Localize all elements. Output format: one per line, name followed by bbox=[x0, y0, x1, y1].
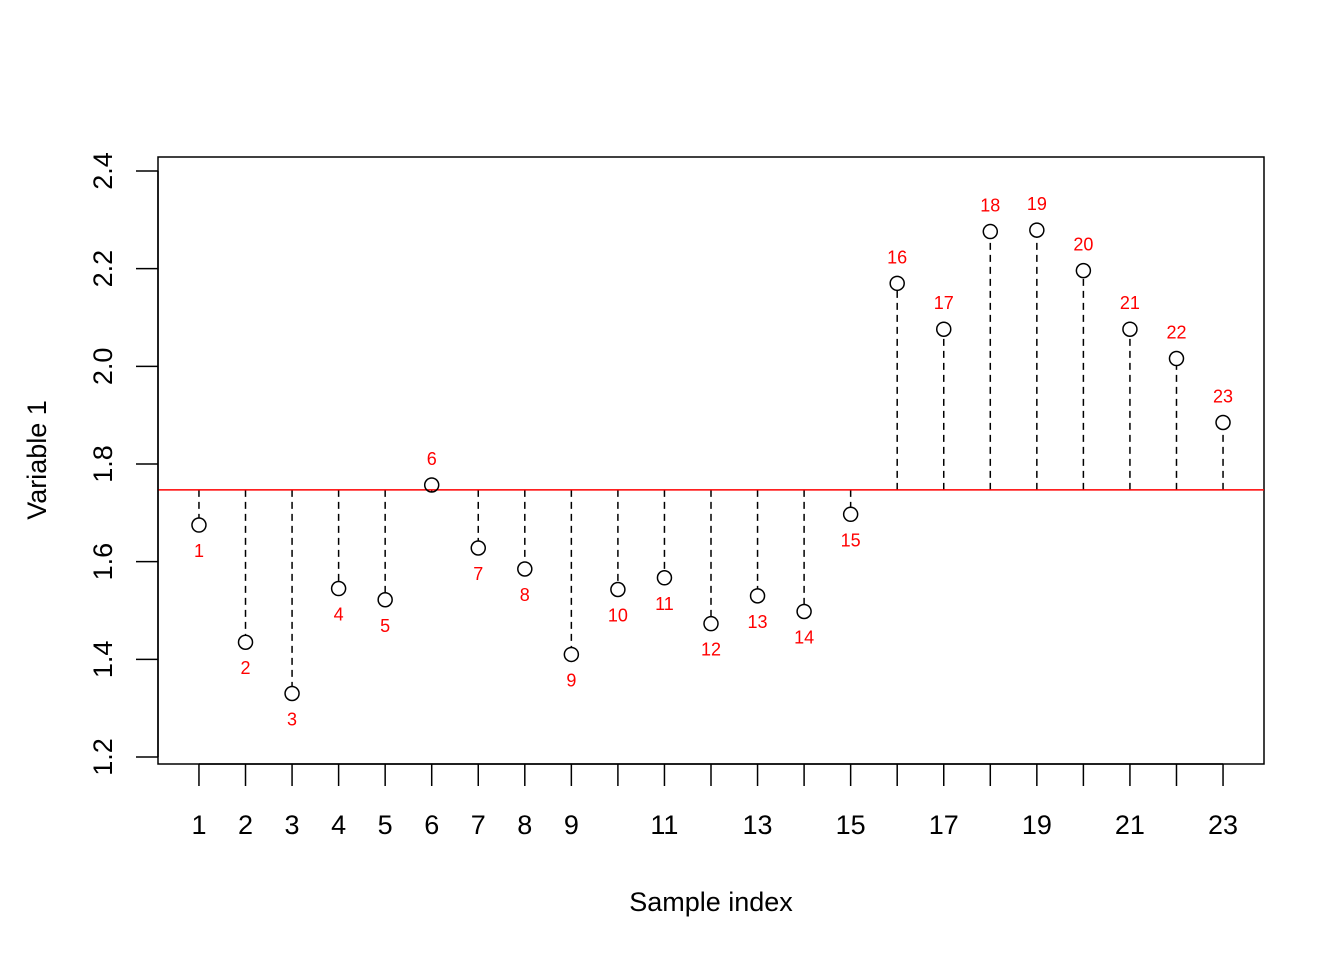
point-label-23: 23 bbox=[1213, 386, 1233, 406]
data-point-22 bbox=[1168, 350, 1185, 367]
data-point-1 bbox=[191, 517, 207, 533]
x-tick-label: 4 bbox=[331, 810, 346, 840]
x-axis-title: Sample index bbox=[629, 887, 793, 917]
data-point-17 bbox=[935, 321, 952, 337]
data-point-5 bbox=[377, 592, 393, 608]
point-label-4: 4 bbox=[334, 605, 344, 625]
data-point-8 bbox=[517, 561, 533, 577]
data-point-9 bbox=[563, 646, 580, 663]
x-tick-label: 21 bbox=[1115, 810, 1145, 840]
point-label-3: 3 bbox=[287, 710, 297, 730]
data-point-13 bbox=[749, 588, 766, 604]
x-tick-label: 8 bbox=[517, 810, 532, 840]
x-tick-label: 9 bbox=[564, 810, 579, 840]
x-tick-label: 17 bbox=[929, 810, 959, 840]
point-label-15: 15 bbox=[841, 530, 861, 550]
data-point-6 bbox=[423, 477, 440, 493]
y-tick-label: 1.2 bbox=[88, 738, 118, 776]
points-group bbox=[191, 222, 1231, 702]
point-label-21: 21 bbox=[1120, 293, 1140, 313]
data-point-11 bbox=[656, 570, 673, 586]
y-axis-title: Variable 1 bbox=[22, 400, 52, 520]
point-label-20: 20 bbox=[1073, 235, 1093, 255]
x-axis: 1 2 3 4 5 6 7 8 9 11 13 15 17 19 21 23 bbox=[191, 763, 1238, 840]
point-label-13: 13 bbox=[748, 612, 768, 632]
point-label-8: 8 bbox=[520, 585, 530, 605]
y-tick-label: 2.2 bbox=[88, 250, 118, 288]
point-label-17: 17 bbox=[934, 293, 954, 313]
point-label-14: 14 bbox=[794, 627, 814, 647]
data-point-18 bbox=[982, 223, 999, 240]
x-tick-label: 7 bbox=[471, 810, 486, 840]
x-tick-label: 5 bbox=[378, 810, 393, 840]
point-label-6: 6 bbox=[427, 449, 437, 469]
x-tick-label: 11 bbox=[650, 810, 678, 840]
data-point-4 bbox=[330, 580, 347, 597]
y-tick-label: 1.8 bbox=[88, 445, 118, 483]
point-label-16: 16 bbox=[887, 247, 907, 267]
y-tick-label: 1.4 bbox=[88, 641, 118, 679]
point-label-22: 22 bbox=[1166, 323, 1186, 343]
point-label-12: 12 bbox=[701, 640, 721, 660]
data-point-23 bbox=[1215, 414, 1231, 431]
x-tick-label: 6 bbox=[424, 810, 439, 840]
x-tick-label: 15 bbox=[836, 810, 866, 840]
x-tick-label: 19 bbox=[1022, 810, 1052, 840]
data-point-12 bbox=[703, 615, 719, 632]
point-label-1: 1 bbox=[194, 541, 204, 561]
data-point-19 bbox=[1029, 222, 1045, 238]
plot-frame bbox=[157, 156, 1265, 765]
data-point-21 bbox=[1122, 321, 1138, 337]
point-label-2: 2 bbox=[241, 658, 251, 678]
data-point-20 bbox=[1075, 262, 1092, 279]
x-tick-label: 3 bbox=[285, 810, 300, 840]
data-point-15 bbox=[842, 506, 859, 523]
point-label-5: 5 bbox=[380, 616, 390, 636]
data-point-10 bbox=[610, 581, 626, 598]
point-label-11: 11 bbox=[655, 594, 674, 614]
y-tick-label: 1.6 bbox=[88, 543, 118, 581]
point-label-9: 9 bbox=[566, 670, 576, 690]
x-tick-label: 23 bbox=[1208, 810, 1238, 840]
point-label-10: 10 bbox=[608, 606, 628, 626]
y-tick-label: 2.4 bbox=[88, 152, 118, 190]
data-point-2 bbox=[237, 634, 254, 650]
point-label-19: 19 bbox=[1027, 194, 1047, 214]
data-point-14 bbox=[796, 603, 812, 620]
x-tick-label: 1 bbox=[191, 810, 206, 840]
y-tick-label: 2.0 bbox=[88, 348, 118, 386]
point-label-7: 7 bbox=[473, 564, 483, 584]
point-label-18: 18 bbox=[980, 196, 1000, 216]
x-tick-label: 13 bbox=[743, 810, 773, 840]
x-tick-label: 2 bbox=[238, 810, 253, 840]
y-axis: 1.2 1.4 1.6 1.8 2.0 2.2 2.4 bbox=[88, 152, 159, 776]
stems-group bbox=[198, 237, 1224, 687]
data-point-7 bbox=[470, 540, 487, 556]
data-point-16 bbox=[889, 275, 905, 292]
data-point-3 bbox=[284, 685, 300, 702]
